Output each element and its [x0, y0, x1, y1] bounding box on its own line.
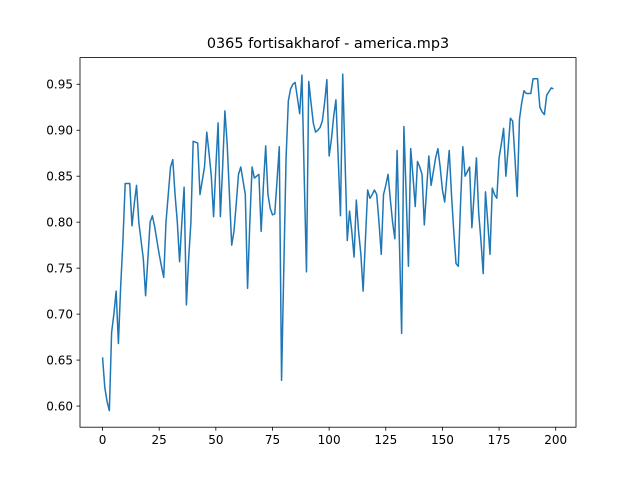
x-tick-label: 100 — [318, 433, 341, 447]
y-tick-label: 0.70 — [46, 307, 73, 321]
x-tick-label: 50 — [208, 433, 223, 447]
y-tick-label: 0.90 — [46, 124, 73, 138]
chart-title: 0365 fortisakharof - america.mp3 — [207, 36, 449, 52]
y-tick-label: 0.95 — [46, 78, 73, 92]
y-tick-label: 0.75 — [46, 261, 73, 275]
y-tick-label: 0.60 — [46, 399, 73, 413]
y-tick-label: 0.85 — [46, 170, 73, 184]
x-tick-label: 75 — [265, 433, 280, 447]
axes-frame — [79, 57, 577, 428]
x-tick-label: 25 — [152, 433, 167, 447]
x-tick-label: 125 — [374, 433, 397, 447]
data-line — [101, 73, 554, 412]
y-tick-label: 0.80 — [46, 215, 73, 229]
x-tick-label: 175 — [488, 433, 511, 447]
x-tick-label: 200 — [544, 433, 567, 447]
x-tick-label: 150 — [431, 433, 454, 447]
y-tick-label: 0.65 — [46, 353, 73, 367]
x-tick-label: 0 — [99, 433, 107, 447]
